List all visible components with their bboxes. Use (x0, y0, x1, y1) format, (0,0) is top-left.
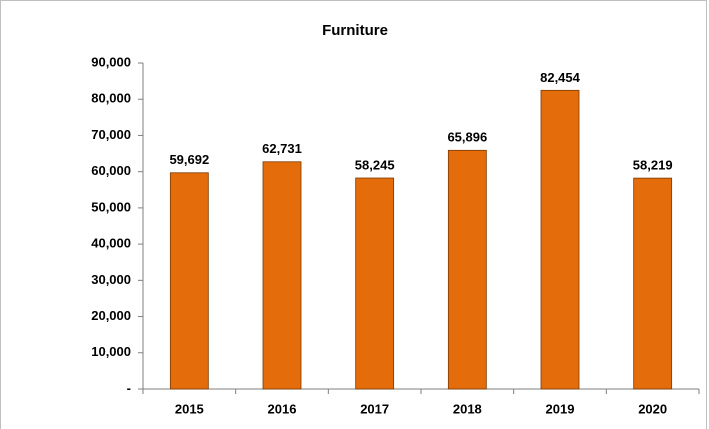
data-label: 59,692 (169, 152, 209, 167)
x-tick-label: 2017 (360, 401, 389, 416)
x-tick-label: 2018 (453, 401, 482, 416)
y-tick-label: 40,000 (91, 236, 131, 251)
x-tick-label: 2016 (268, 401, 297, 416)
y-tick-label: - (127, 380, 131, 395)
y-tick-label: 50,000 (91, 199, 131, 214)
bar (633, 177, 673, 390)
bar (169, 172, 209, 390)
y-tick-label: 70,000 (91, 127, 131, 142)
bar (355, 177, 395, 390)
data-label: 65,896 (447, 130, 487, 145)
x-tick-label: 2015 (175, 401, 204, 416)
x-tick-label: 2020 (638, 401, 667, 416)
x-tick-label: 2019 (546, 401, 575, 416)
y-tick-label: 80,000 (91, 91, 131, 106)
y-tick-label: 30,000 (91, 272, 131, 287)
bar (262, 161, 302, 390)
bar (447, 149, 487, 390)
data-label: 62,731 (262, 141, 302, 156)
data-label: 58,245 (355, 157, 395, 172)
y-tick-label: 60,000 (91, 163, 131, 178)
y-tick-label: 20,000 (91, 308, 131, 323)
data-label: 58,219 (633, 158, 673, 173)
bar (540, 89, 580, 390)
y-tick-label: 10,000 (91, 344, 131, 359)
data-label: 82,454 (540, 70, 581, 85)
y-tick-label: 90,000 (91, 54, 131, 69)
chart-title: Furniture (322, 22, 388, 39)
